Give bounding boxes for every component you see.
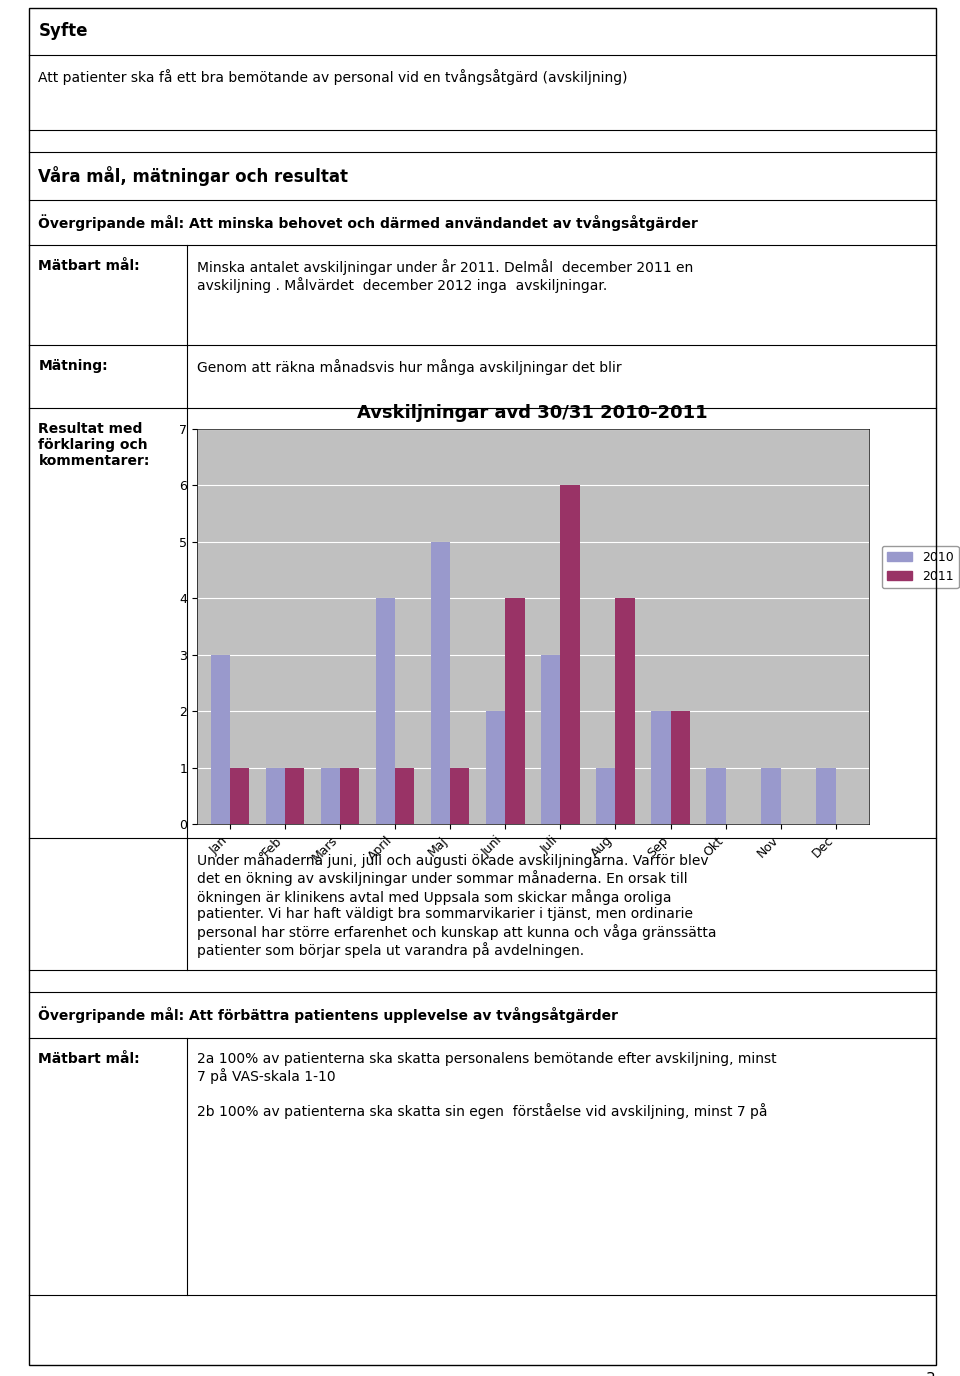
Title: Avskiljningar avd 30/31 2010-2011: Avskiljningar avd 30/31 2010-2011 bbox=[357, 403, 708, 421]
Bar bbox=[651, 711, 670, 824]
Text: 2a 100% av patienterna ska skatta personalens bemötande efter avskiljning, minst: 2a 100% av patienterna ska skatta person… bbox=[197, 1051, 777, 1119]
Bar bbox=[450, 768, 469, 824]
Bar bbox=[431, 542, 450, 824]
Bar bbox=[210, 655, 229, 824]
Text: Att patienter ska få ett bra bemötande av personal vid en tvångsåtgärd (avskiljn: Att patienter ska få ett bra bemötande a… bbox=[38, 69, 628, 85]
Bar bbox=[596, 768, 615, 824]
Legend: 2010, 2011: 2010, 2011 bbox=[882, 546, 958, 588]
Text: Mätning:: Mätning: bbox=[38, 359, 108, 373]
Text: Övergripande mål: Att förbättra patientens upplevelse av tvångsåtgärder: Övergripande mål: Att förbättra patiente… bbox=[38, 1006, 618, 1022]
Text: Under månaderna juni, juli och augusti ökade avskiljningarna. Varför blev
det en: Under månaderna juni, juli och augusti ö… bbox=[197, 852, 716, 958]
Bar bbox=[266, 768, 285, 824]
Bar bbox=[505, 599, 524, 824]
Bar bbox=[375, 599, 396, 824]
Bar bbox=[707, 768, 726, 824]
Text: Mätbart mål:: Mätbart mål: bbox=[38, 1051, 140, 1066]
Text: Genom att räkna månadsvis hur många avskiljningar det blir: Genom att räkna månadsvis hur många avsk… bbox=[197, 359, 621, 374]
Text: Syfte: Syfte bbox=[38, 22, 88, 40]
Text: Mätbart mål:: Mätbart mål: bbox=[38, 259, 140, 272]
Text: Resultat med
förklaring och
kommentarer:: Resultat med förklaring och kommentarer: bbox=[38, 422, 150, 468]
Bar bbox=[285, 768, 304, 824]
Text: 3: 3 bbox=[926, 1372, 936, 1376]
Bar bbox=[229, 768, 250, 824]
Bar bbox=[561, 486, 580, 824]
Text: Våra mål, mätningar och resultat: Våra mål, mätningar och resultat bbox=[38, 165, 348, 186]
Text: Minska antalet avskiljningar under år 2011. Delmål  december 2011 en
avskiljning: Minska antalet avskiljningar under år 20… bbox=[197, 259, 693, 293]
Bar bbox=[816, 768, 836, 824]
Bar bbox=[761, 768, 780, 824]
Bar bbox=[615, 599, 635, 824]
Bar bbox=[486, 711, 505, 824]
Text: Övergripande mål: Att minska behovet och därmed användandet av tvångsåtgärder: Övergripande mål: Att minska behovet och… bbox=[38, 213, 698, 231]
Bar bbox=[670, 711, 690, 824]
Bar bbox=[396, 768, 415, 824]
Bar bbox=[321, 768, 340, 824]
Bar bbox=[541, 655, 561, 824]
Bar bbox=[340, 768, 359, 824]
